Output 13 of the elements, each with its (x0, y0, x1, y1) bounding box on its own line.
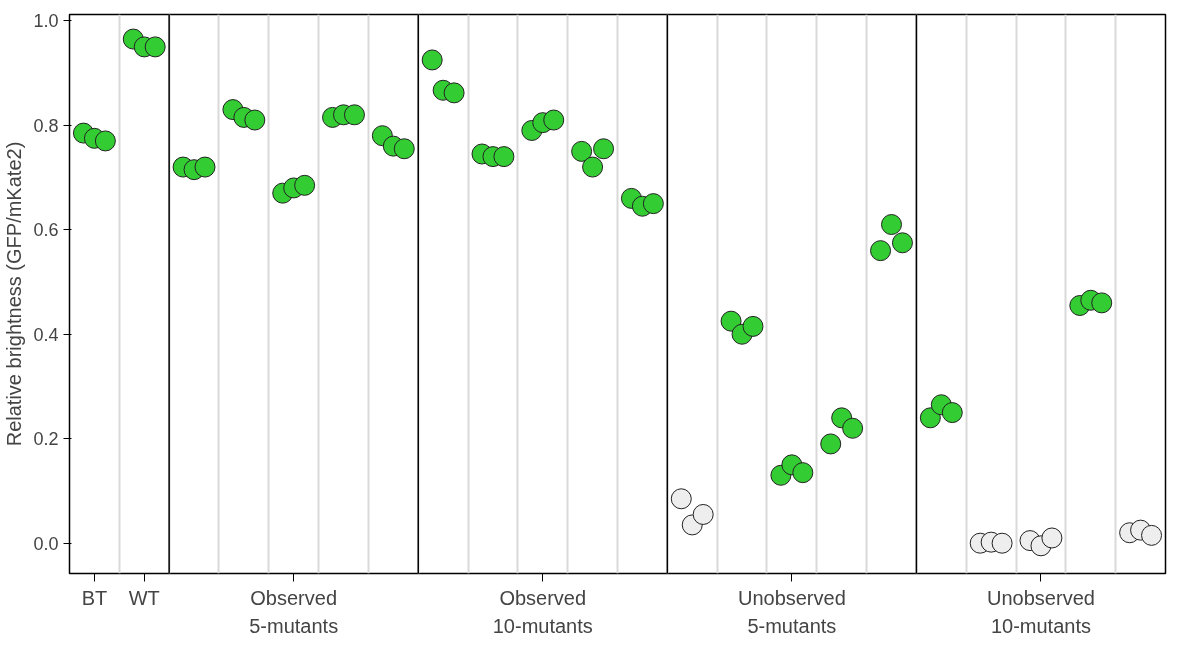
y-tick-label: 0.2 (33, 429, 59, 450)
y-tick-label: 0.0 (33, 533, 59, 554)
x-tick-label: Unobserved 5-mutants (737, 586, 846, 638)
y-tick-label: 1.0 (33, 11, 59, 32)
y-tick-label: 0.4 (33, 324, 59, 345)
y-tick-label: 0.8 (33, 115, 59, 136)
x-tick-label: Observed 5-mutants (249, 586, 339, 638)
y-axis-title: Relative brightness (GFP/mKate2) (3, 141, 26, 447)
x-tick-label: BT (81, 586, 108, 609)
y-tick-label: 0.6 (33, 220, 59, 241)
x-tick-label: Observed 10-mutants (492, 586, 593, 638)
x-tick-label: Unobserved 10-mutants (987, 586, 1095, 638)
x-tick-label: WT (128, 586, 160, 609)
